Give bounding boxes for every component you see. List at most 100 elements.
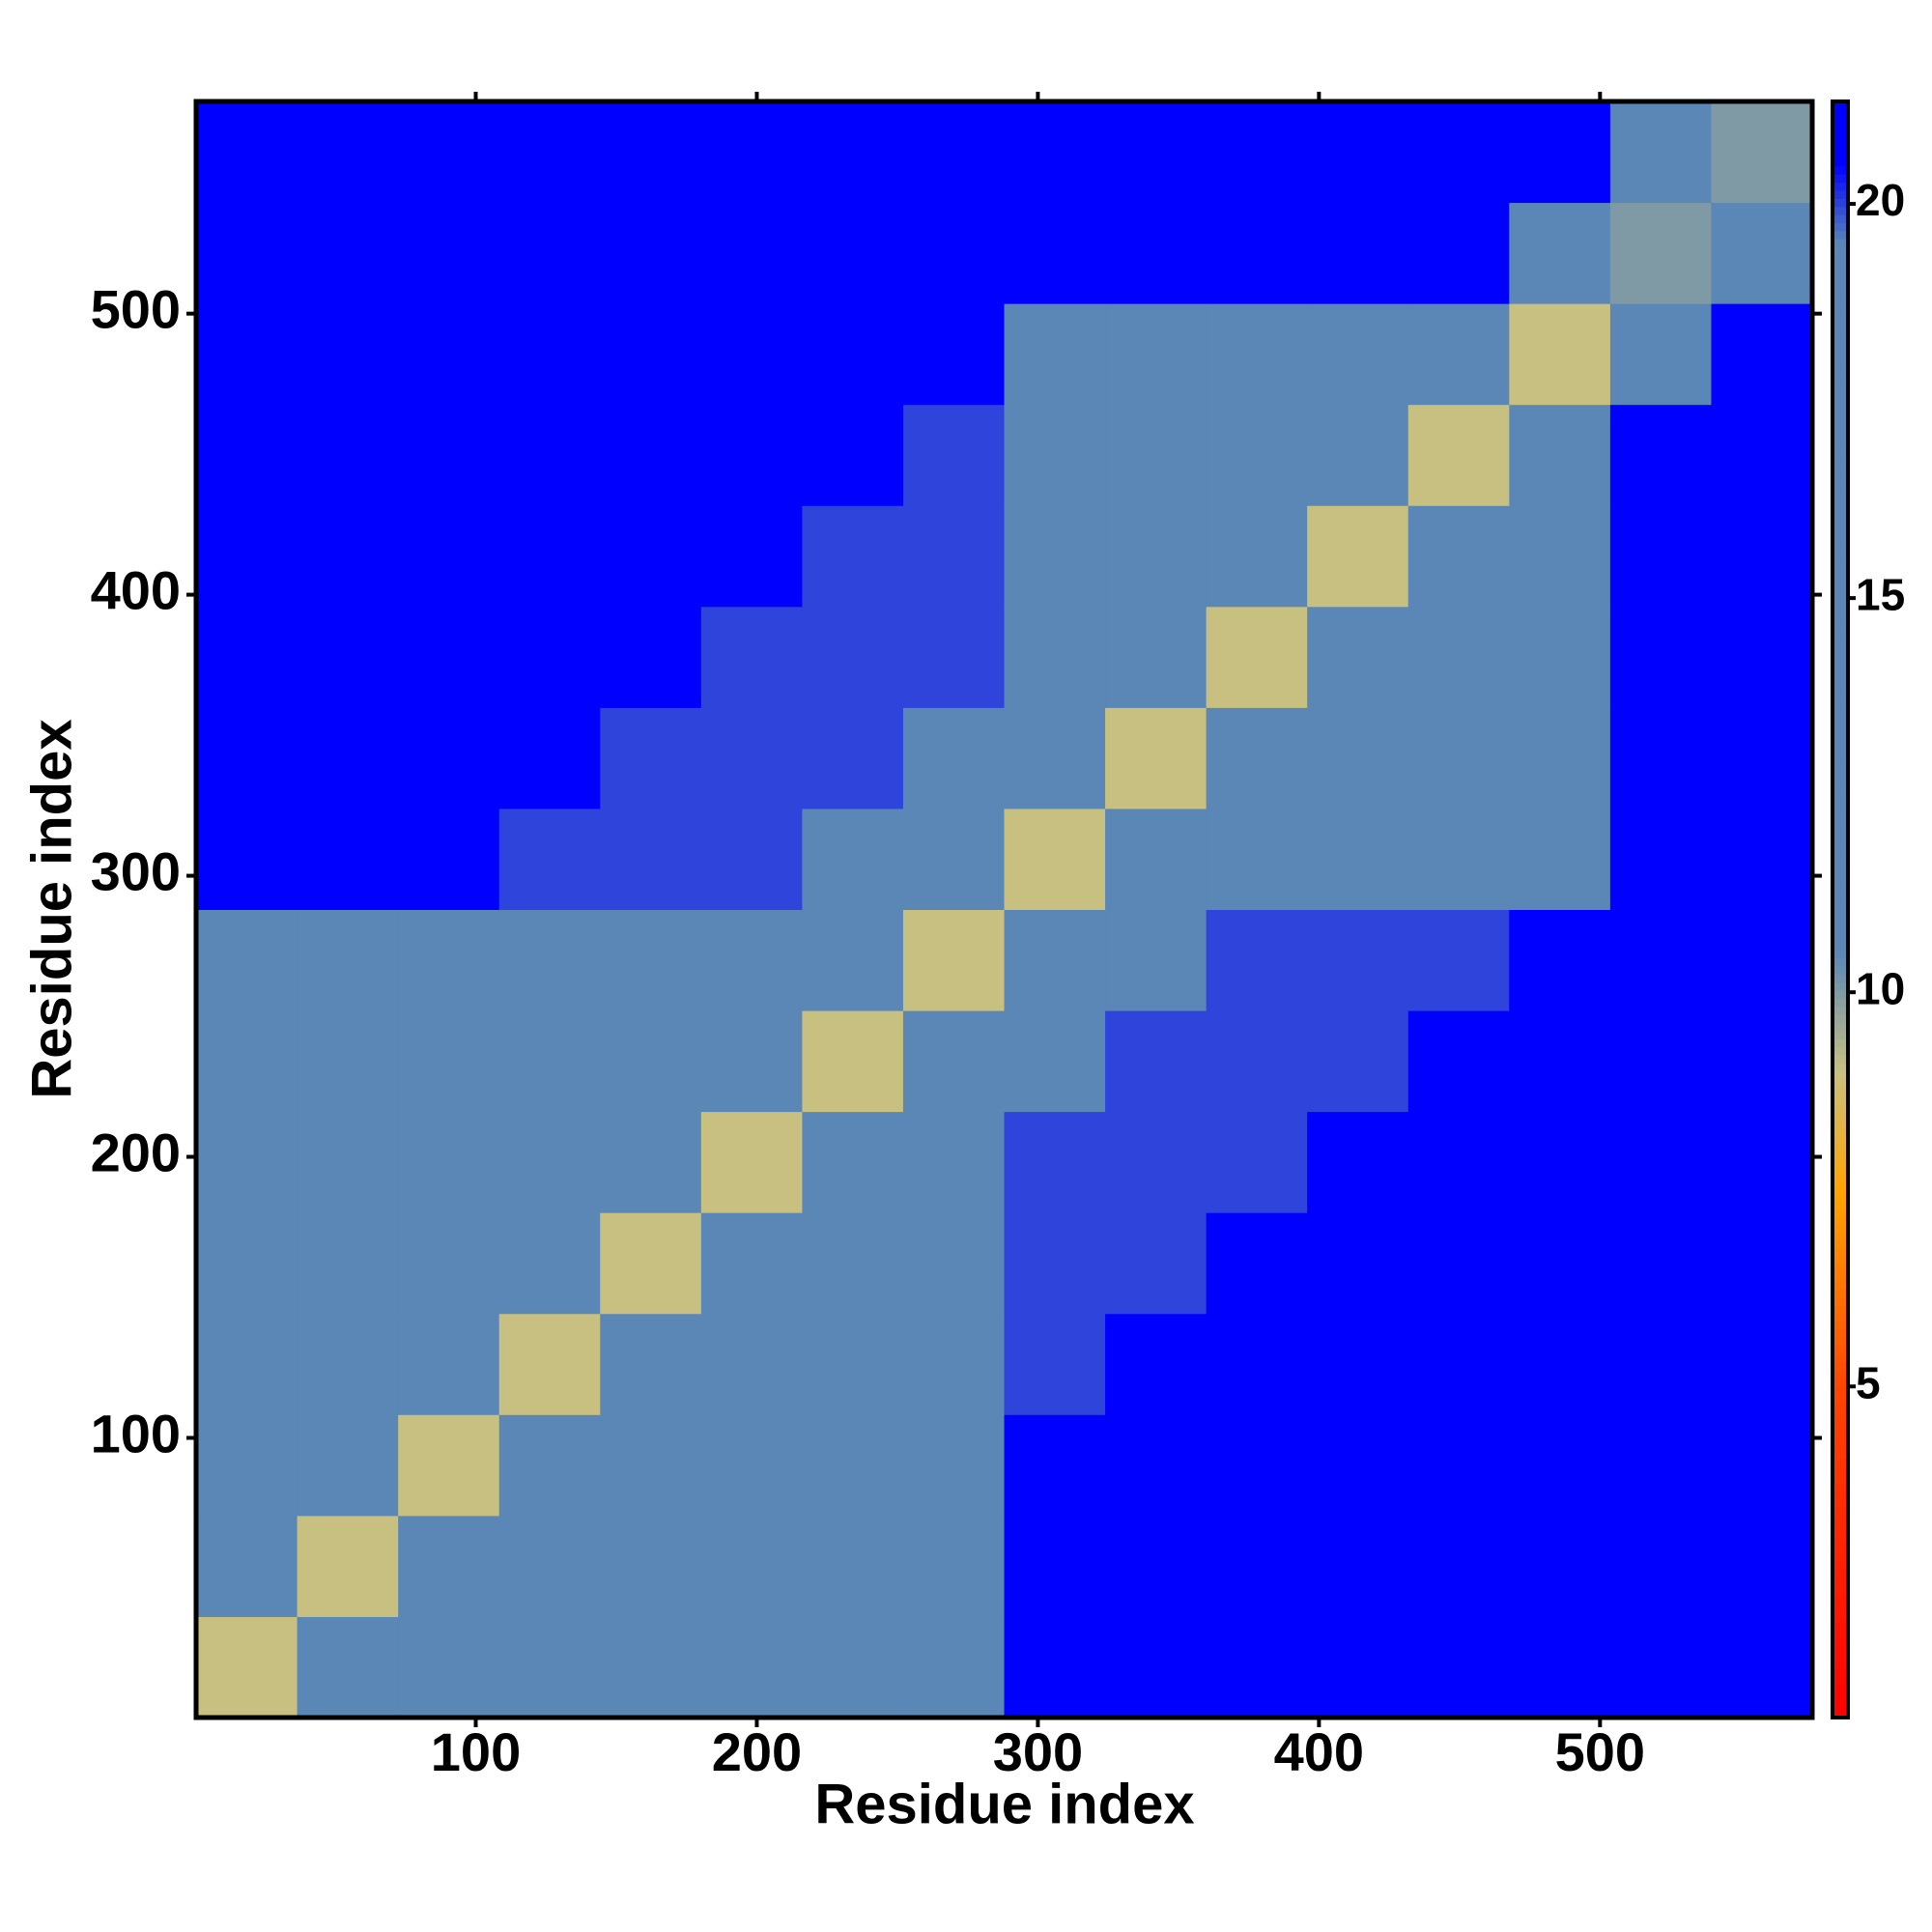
heatmap-cell: [1407, 808, 1510, 910]
heatmap-cell: [802, 505, 904, 608]
heatmap-cell: [297, 1111, 399, 1213]
colorbar-segment: [1833, 699, 1848, 708]
heatmap-cell: [600, 303, 702, 406]
colorbar-segment: [1833, 966, 1848, 975]
heatmap-cell: [1206, 606, 1308, 708]
heatmap-cell: [802, 1313, 904, 1415]
heatmap-cell: [1407, 404, 1510, 506]
heatmap-cell: [600, 404, 702, 506]
heatmap-cell: [1206, 505, 1308, 608]
colorbar-segment: [1833, 981, 1848, 991]
heatmap-cell: [1407, 505, 1510, 608]
colorbar-segment: [1833, 1628, 1848, 1637]
colorbar-segment: [1833, 1248, 1848, 1258]
heatmap-cell: [1206, 404, 1308, 506]
heatmap-cell: [1206, 1414, 1308, 1517]
colorbar-segment: [1833, 319, 1848, 328]
colorbar-segment: [1833, 1604, 1848, 1613]
heatmap-cell: [1407, 1616, 1510, 1719]
plot-frame: [193, 99, 1815, 1720]
heatmap-cell: [398, 606, 500, 708]
colorbar-segment: [1833, 1289, 1848, 1298]
heatmap-cell: [902, 606, 1005, 708]
colorbar-segment: [1833, 861, 1848, 870]
colorbar-segment: [1833, 1151, 1848, 1161]
heatmap-cell: [1004, 404, 1106, 506]
heatmap-cell: [1206, 1515, 1308, 1617]
heatmap-cell: [1307, 1616, 1409, 1719]
heatmap-cell: [297, 202, 399, 304]
colorbar-segment: [1833, 998, 1848, 1008]
heatmap-cell: [196, 1616, 298, 1719]
colorbar-tick-label: 20: [1856, 175, 1905, 225]
colorbar-segment: [1833, 1030, 1848, 1039]
heatmap-cell: [902, 1616, 1005, 1719]
heatmap-cell: [1509, 1313, 1611, 1415]
heatmap-cell: [196, 202, 298, 304]
heatmap-cell: [1407, 202, 1510, 304]
heatmap-cell: [1711, 1616, 1813, 1719]
heatmap-cell: [196, 606, 298, 708]
colorbar-segment: [1833, 239, 1848, 248]
colorbar-segment: [1833, 376, 1848, 385]
colorbar-segment: [1833, 1612, 1848, 1622]
colorbar-segment: [1833, 772, 1848, 781]
heatmap-cell: [1609, 404, 1712, 506]
colorbar-segment: [1833, 1531, 1848, 1541]
x-tick-label: 500: [1555, 1721, 1645, 1782]
colorbar-segment: [1833, 1636, 1848, 1646]
colorbar-segment: [1833, 1572, 1848, 1581]
colorbar-segment: [1833, 635, 1848, 643]
heatmap-cell: [1711, 202, 1813, 304]
heatmap-cell: [498, 606, 601, 708]
heatmap-cell: [398, 1313, 500, 1415]
colorbar-segment: [1833, 626, 1848, 636]
heatmap-cell: [902, 1515, 1005, 1617]
heatmap-cell: [1307, 1414, 1409, 1517]
heatmap-cell: [1004, 303, 1106, 406]
heatmap-cell: [802, 1212, 904, 1315]
heatmap-cell: [902, 303, 1005, 406]
heatmap-cell: [398, 303, 500, 406]
colorbar-segment: [1833, 222, 1848, 232]
colorbar-segment: [1833, 1038, 1848, 1048]
colorbar-segment: [1833, 1499, 1848, 1509]
heatmap-cell: [498, 1414, 601, 1517]
heatmap-cell: [398, 1010, 500, 1113]
heatmap-cell: [1004, 1212, 1106, 1315]
colorbar-segment: [1833, 481, 1848, 491]
colorbar-segment: [1833, 190, 1848, 199]
colorbar-segment: [1833, 1119, 1848, 1128]
heatmap-cell: [1711, 505, 1813, 608]
heatmap-cell: [1509, 1111, 1611, 1213]
colorbar-segment: [1833, 117, 1848, 127]
heatmap-cell: [1105, 707, 1208, 810]
colorbar-segment: [1833, 1127, 1848, 1137]
colorbar-segment: [1833, 1321, 1848, 1330]
heatmap-cell: [1711, 1515, 1813, 1617]
heatmap-cell: [902, 202, 1005, 304]
colorbar-segment: [1833, 1014, 1848, 1024]
heatmap-cell: [196, 404, 298, 506]
colorbar-segment: [1833, 1208, 1848, 1217]
colorbar-segment: [1833, 270, 1848, 280]
colorbar-segment: [1833, 1103, 1848, 1113]
heatmap-cell: [600, 606, 702, 708]
heatmap-cell: [297, 808, 399, 910]
colorbar-segment: [1833, 1240, 1848, 1250]
heatmap-cell: [700, 606, 803, 708]
colorbar-segment: [1833, 1685, 1848, 1694]
colorbar-segment: [1833, 602, 1848, 611]
heatmap-cell: [1609, 303, 1712, 406]
heatmap-cell: [802, 101, 904, 204]
heatmap-cell: [1711, 1414, 1813, 1517]
heatmap-cell: [1711, 909, 1813, 1011]
colorbar-segment: [1833, 150, 1848, 159]
heatmap-cell: [1407, 1313, 1510, 1415]
heatmap-cell: [196, 1313, 298, 1415]
heatmap-cell: [1307, 303, 1409, 406]
colorbar-segment: [1833, 1564, 1848, 1573]
colorbar-segment: [1833, 1523, 1848, 1533]
heatmap-cell: [196, 909, 298, 1011]
heatmap-cell: [1407, 1111, 1510, 1213]
